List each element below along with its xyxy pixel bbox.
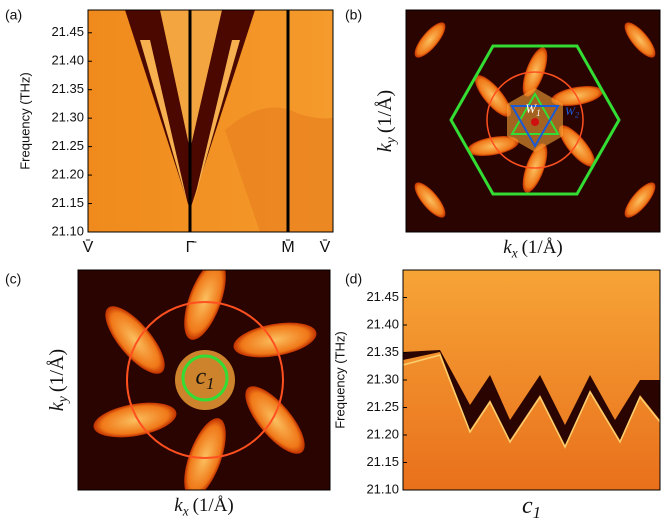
y-tick-label: 21.20	[51, 167, 84, 182]
y-tick-label: 21.35	[51, 81, 84, 96]
subscript: y	[56, 395, 71, 404]
axis-label: kx(1/Å)	[503, 237, 563, 260]
y-tick-label: 21.30	[51, 110, 84, 125]
subscript: 1	[206, 374, 214, 393]
symbol: c	[195, 364, 206, 390]
panel-label: (b)	[345, 7, 362, 23]
y-tick-label: 21.15	[366, 454, 399, 469]
subscript: 2	[575, 111, 579, 120]
x-tick-label: V̄	[320, 239, 331, 256]
panel-label: (c)	[5, 271, 21, 287]
y-tick-label: 21.30	[366, 371, 399, 386]
panel-d-image	[403, 270, 660, 490]
y-tick-label: 21.10	[366, 481, 399, 496]
y-tick-label: 21.35	[366, 344, 399, 359]
axis-label: c1	[522, 493, 541, 518]
y-tick-label: 21.10	[51, 223, 84, 238]
axis-label: ky(1/Å)	[374, 90, 400, 152]
subscript: x	[511, 246, 518, 261]
y-tick-label: 21.15	[51, 195, 84, 210]
y-tick-label: 21.25	[366, 399, 399, 414]
subscript: y	[384, 136, 399, 145]
axis-label: kx(1/Å)	[174, 495, 234, 518]
y-axis-label: Frequency (THz)	[332, 331, 347, 429]
panel-label: (d)	[345, 271, 362, 287]
y-axis-label: Frequency (THz)	[17, 72, 32, 170]
subscript: 1	[533, 503, 541, 518]
x-tick-label: V̄	[83, 239, 94, 256]
y-tick-label: 21.20	[366, 426, 399, 441]
y-tick-label: 21.45	[366, 289, 399, 304]
unit: (1/Å)	[374, 90, 396, 133]
y-tick-label: 21.45	[51, 24, 84, 39]
panel-a-image	[88, 10, 333, 232]
subscript: x	[182, 504, 189, 518]
y-tick-label: 21.40	[51, 53, 84, 68]
y-tick-label: 21.40	[366, 316, 399, 331]
symbol: c	[522, 493, 533, 518]
unit: (1/Å)	[46, 349, 68, 392]
subscript: 1	[536, 108, 541, 118]
y-tick-label: 21.25	[51, 138, 84, 153]
figure: (a)21.1021.1521.2021.2521.3021.3521.4021…	[0, 0, 669, 518]
x-tick-label: M̄	[281, 239, 294, 256]
unit: (1/Å)	[193, 495, 234, 516]
unit: (1/Å)	[522, 237, 563, 258]
panel-label: (a)	[5, 7, 22, 23]
axis-label: ky(1/Å)	[46, 349, 72, 411]
x-tick-label: Γ̄	[186, 239, 198, 256]
